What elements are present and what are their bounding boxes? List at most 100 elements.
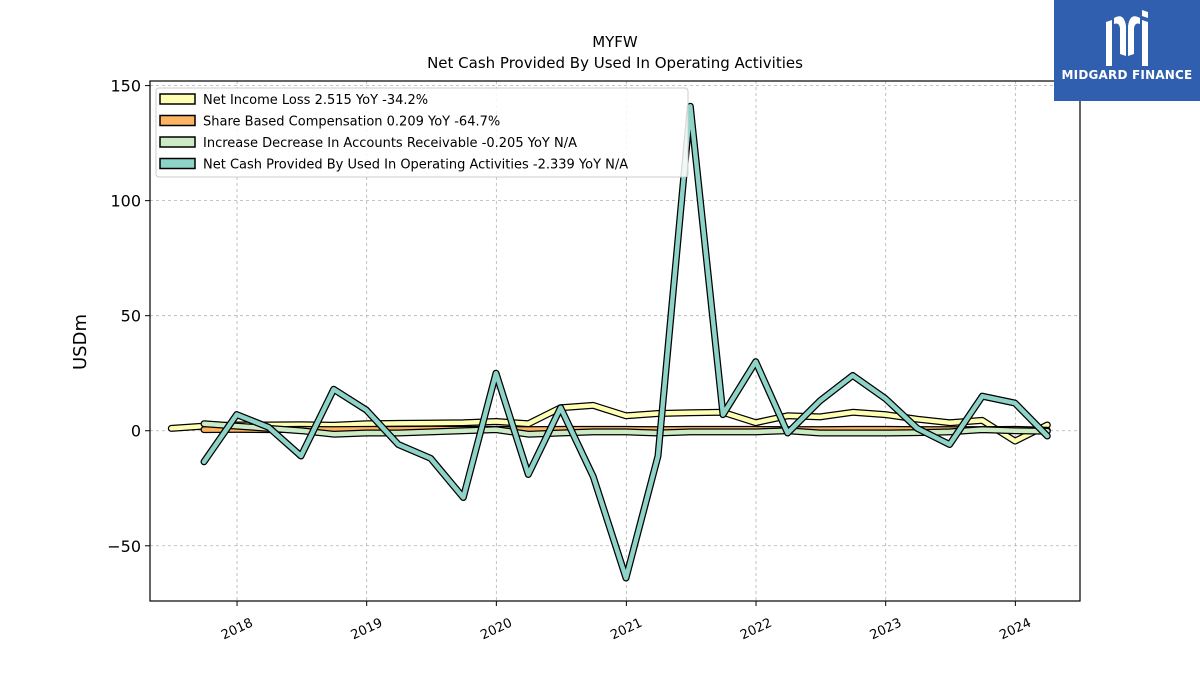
data-point <box>916 427 919 430</box>
data-point <box>429 457 432 460</box>
data-point <box>1013 402 1016 405</box>
data-point <box>332 433 335 436</box>
y-tick-label: 150 <box>110 77 141 96</box>
logo-text: MIDGARD FINANCE <box>1061 68 1193 82</box>
data-point <box>202 460 205 463</box>
data-point <box>494 420 497 423</box>
legend-item: Net Income Loss 2.515 YoY -34.2% <box>159 93 428 108</box>
x-tick-label: 2019 <box>349 616 385 644</box>
data-point <box>170 427 173 430</box>
x-tick-label: 2023 <box>868 616 904 644</box>
data-point <box>397 443 400 446</box>
data-point <box>754 430 757 433</box>
legend-swatch <box>159 93 196 105</box>
data-point <box>332 388 335 391</box>
legend-label: Increase Decrease In Accounts Receivable… <box>203 136 577 151</box>
y-axis-label: USDm <box>70 314 91 370</box>
y-tick-label: 0 <box>131 422 141 441</box>
data-point <box>592 430 595 433</box>
data-point <box>1046 434 1049 437</box>
series-layer <box>167 102 1051 582</box>
data-point <box>948 443 951 446</box>
data-point <box>365 408 368 411</box>
data-point <box>397 431 400 434</box>
data-point <box>527 422 530 425</box>
series-line <box>201 421 1050 437</box>
data-point <box>494 372 497 375</box>
data-point <box>786 414 789 417</box>
data-point <box>592 475 595 478</box>
legend-swatch <box>159 114 196 127</box>
data-point <box>462 429 465 432</box>
series-line <box>201 104 1050 581</box>
data-point <box>235 425 238 428</box>
x-tick-label: 2022 <box>738 616 774 644</box>
data-point <box>884 431 887 434</box>
y-ticks: −50 0 50 100 150 <box>107 77 150 556</box>
data-point <box>754 360 757 363</box>
data-point <box>689 430 692 433</box>
data-point <box>559 431 562 434</box>
data-point <box>754 421 757 424</box>
data-point <box>429 430 432 433</box>
data-point <box>267 426 270 429</box>
data-point <box>721 413 724 416</box>
data-point <box>365 431 368 434</box>
data-point <box>429 422 432 425</box>
series-3 <box>200 420 1051 438</box>
data-point <box>818 415 821 418</box>
data-point <box>592 404 595 407</box>
data-point <box>689 411 692 414</box>
legend-item: Net Cash Provided By Used In Operating A… <box>159 157 628 173</box>
chart-subtitle: Net Cash Provided By Used In Operating A… <box>427 54 803 72</box>
data-point <box>721 430 724 433</box>
legend-label: Net Cash Provided By Used In Operating A… <box>203 158 628 173</box>
data-point <box>656 454 659 457</box>
legend-label: Share Based Compensation 0.209 YoY -64.7… <box>203 115 500 130</box>
data-point <box>851 374 854 377</box>
data-point <box>462 421 465 424</box>
x-tick-label: 2024 <box>997 616 1033 644</box>
data-point <box>1046 423 1049 426</box>
legend-item: Increase Decrease In Accounts Receivable… <box>159 136 577 151</box>
data-point <box>981 419 984 422</box>
data-point <box>851 431 854 434</box>
legend-swatch <box>159 136 196 148</box>
data-point <box>981 428 984 431</box>
data-point <box>397 422 400 425</box>
data-point <box>981 395 984 398</box>
data-point <box>948 421 951 424</box>
data-point <box>884 397 887 400</box>
midgard-logo-icon <box>1106 10 1148 66</box>
data-point <box>299 454 302 457</box>
x-ticks: 2018 2019 2020 2021 2022 2023 2024 <box>219 601 1034 643</box>
data-point <box>1013 440 1016 443</box>
data-point <box>559 406 562 409</box>
data-point <box>202 428 205 431</box>
data-point <box>527 433 530 436</box>
data-point <box>1013 429 1016 432</box>
y-tick-label: −50 <box>107 537 141 556</box>
legend-item: Share Based Compensation 0.209 YoY -64.7… <box>159 114 500 130</box>
data-point <box>818 399 821 402</box>
brand-logo: MIDGARD FINANCE <box>1054 0 1200 101</box>
data-point <box>527 473 530 476</box>
x-tick-label: 2021 <box>608 616 644 644</box>
chart-title: MYFW <box>592 33 638 51</box>
plot-frame <box>149 80 1081 602</box>
data-point <box>494 428 497 431</box>
series-4 <box>200 102 1051 582</box>
data-point <box>462 496 465 499</box>
series-1 <box>167 401 1051 445</box>
y-tick-label: 50 <box>121 307 141 326</box>
data-point <box>948 430 951 433</box>
x-tick-label: 2020 <box>478 616 514 644</box>
data-point <box>202 422 205 425</box>
legend-swatch <box>159 157 196 170</box>
data-point <box>884 413 887 416</box>
x-tick-label: 2018 <box>219 616 255 644</box>
y-tick-label: 100 <box>110 192 141 211</box>
data-point <box>851 411 854 414</box>
data-point <box>786 431 789 434</box>
